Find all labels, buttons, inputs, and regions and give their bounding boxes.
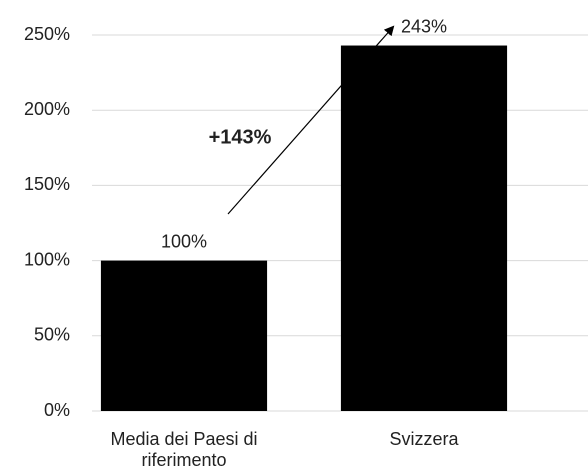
arrow	[227, 25, 395, 215]
y-tick-label: 200%	[24, 99, 70, 119]
y-tick-label: 150%	[24, 174, 70, 194]
x-tick-label-box: Svizzera	[389, 429, 459, 449]
bar	[340, 45, 508, 411]
bar	[100, 260, 268, 411]
value-label: 243%	[401, 16, 447, 36]
x-tick-label: Media dei Paesi di riferimento	[110, 429, 258, 470]
y-tick-label: 50%	[34, 325, 70, 345]
y-tick-label: 100%	[24, 249, 70, 269]
x-tick-label: Svizzera	[389, 429, 459, 449]
y-tick-label: 0%	[44, 400, 70, 420]
value-label: 100%	[161, 231, 207, 251]
annotation: +143%	[209, 126, 272, 148]
x-tick-label-box: Media dei Paesi di riferimento	[110, 429, 258, 470]
y-tick-label: 250%	[24, 24, 70, 44]
